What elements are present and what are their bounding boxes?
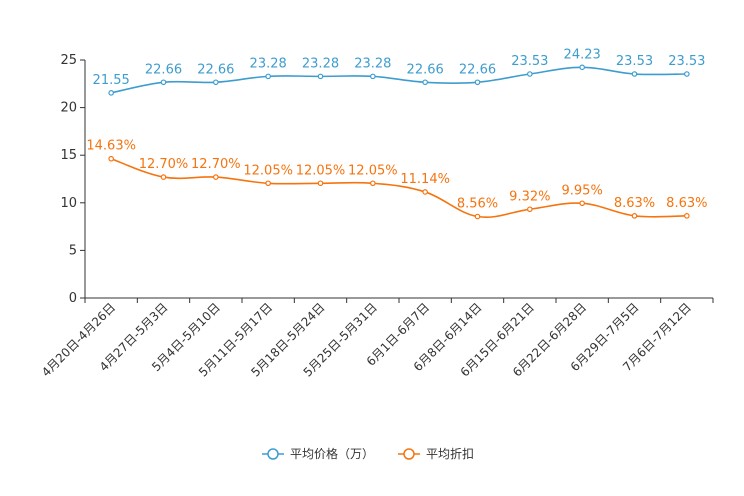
y-tick-label: 15: [60, 148, 77, 163]
data-label-discount: 12.05%: [348, 163, 398, 178]
data-point-discount: [108, 155, 114, 162]
data-point-price: [160, 79, 167, 86]
data-label-discount: 8.56%: [457, 197, 498, 212]
y-tick-label: 10: [60, 196, 77, 211]
data-point-discount: [422, 189, 428, 195]
y-tick-label: 25: [60, 53, 77, 68]
legend-discount-label: 平均折扣: [426, 446, 474, 461]
data-point-price: [474, 79, 481, 86]
legend-item-discount[interactable]: 平均折扣: [398, 446, 474, 461]
data-point-discount: [474, 213, 481, 220]
data-point-price: [108, 90, 114, 96]
data-label-price: 24.23: [564, 47, 601, 62]
x-axis: 4月20日-4月26日4月27日-5月3日5月4日-5月10日5月11日-5月1…: [39, 297, 714, 380]
data-label-discount: 8.63%: [614, 196, 655, 211]
data-label-price: 23.28: [250, 56, 287, 71]
data-point-price: [265, 73, 271, 80]
y-tick-label: 5: [69, 243, 77, 258]
series-line-discount: [110, 157, 687, 218]
data-label-price: 22.66: [407, 62, 444, 77]
data-point-price: [631, 71, 638, 77]
data-point-discount: [527, 206, 533, 213]
data-label-discount: 11.14%: [400, 172, 450, 187]
data-label-discount: 12.05%: [243, 163, 293, 178]
data-label-price: 22.66: [459, 62, 496, 77]
data-point-discount: [684, 213, 690, 219]
legend-price-marker: [267, 448, 279, 460]
data-label-price: 23.53: [511, 54, 548, 69]
data-point-discount: [265, 180, 271, 187]
data-label-discount: 12.70%: [191, 157, 241, 172]
data-point-price: [579, 64, 585, 71]
data-point-discount: [213, 174, 219, 180]
data-label-discount: 12.05%: [296, 163, 346, 178]
data-point-price: [317, 73, 324, 80]
data-label-discount: 12.70%: [139, 157, 189, 172]
data-point-discount: [370, 180, 376, 187]
data-label-price: 22.66: [197, 62, 234, 77]
data-label-price: 23.28: [302, 56, 339, 71]
series-line-price: [111, 66, 687, 94]
data-point-price: [527, 71, 533, 77]
data-point-price: [422, 79, 428, 86]
data-point-price: [213, 79, 219, 86]
legend-price-label: 平均价格（万）: [290, 446, 374, 461]
data-label-discount: 14.63%: [86, 139, 136, 154]
legend-item-price[interactable]: 平均价格（万）: [262, 446, 374, 461]
data-label-discount: 8.63%: [666, 196, 707, 211]
data-label-price: 23.28: [354, 56, 391, 71]
data-point-discount: [631, 213, 638, 219]
data-label-discount: 9.32%: [509, 189, 550, 204]
data-point-price: [370, 73, 376, 80]
data-label-price: 23.53: [616, 54, 653, 69]
data-label-price: 22.66: [145, 62, 182, 77]
y-tick-label: 20: [60, 101, 77, 116]
data-labels: 21.55 22.66 22.66 23.28 23.28 23.28 22.66 22.66…: [86, 47, 707, 211]
data-label-price: 23.53: [668, 54, 705, 69]
legend-discount-marker: [403, 448, 415, 460]
data-point-discount: [579, 200, 585, 207]
data-label-discount: 9.95%: [562, 183, 603, 198]
data-label-price: 21.55: [93, 73, 130, 88]
data-point-discount: [317, 180, 324, 187]
legend[interactable]: 平均价格（万） 平均折扣: [262, 446, 474, 461]
data-point-price: [684, 71, 690, 77]
y-tick-label: 0: [69, 291, 77, 306]
series-layer: [108, 64, 690, 220]
y-axis: 0 5 10 15 20 25: [60, 53, 86, 306]
data-point-discount: [160, 174, 167, 180]
